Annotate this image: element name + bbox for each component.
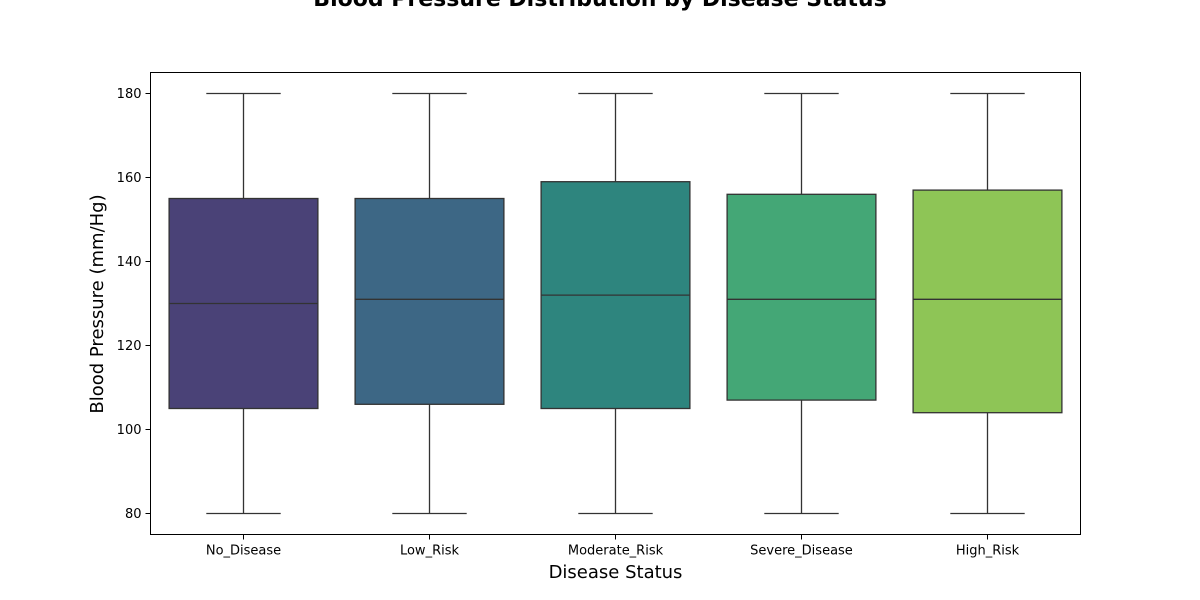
box-Moderate_Risk bbox=[540, 92, 691, 515]
y-tick-label: 180 bbox=[117, 87, 142, 102]
iqr-box bbox=[726, 193, 877, 401]
box-High_Risk bbox=[912, 92, 1063, 515]
y-axis-label: Blood Pressure (mm/Hg) bbox=[87, 194, 108, 413]
box-Severe_Disease bbox=[726, 92, 877, 515]
x-tick-label: Low_Risk bbox=[400, 544, 460, 559]
iqr-box bbox=[354, 197, 505, 405]
x-tick-label: Severe_Disease bbox=[750, 544, 853, 559]
y-axis: 80 100 120 140 160 180 bbox=[117, 87, 151, 522]
box-No_Disease bbox=[168, 92, 319, 515]
iqr-box bbox=[912, 189, 1063, 414]
y-tick-label: 100 bbox=[117, 423, 142, 438]
y-tick-label: 160 bbox=[117, 171, 142, 186]
y-tick-label: 140 bbox=[117, 255, 142, 270]
y-tick-label: 80 bbox=[125, 507, 142, 522]
x-axis-label: Disease Status bbox=[549, 562, 683, 583]
box-Low_Risk bbox=[354, 92, 505, 515]
chart-title: Blood Pressure Distribution by Disease S… bbox=[313, 0, 886, 12]
x-tick-label: No_Disease bbox=[206, 544, 281, 559]
x-axis: No_Disease Low_Risk Moderate_Risk Severe_Di… bbox=[206, 534, 1020, 559]
x-tick-label: High_Risk bbox=[956, 544, 1020, 559]
x-tick-label: Moderate_Risk bbox=[568, 544, 664, 559]
y-tick-label: 120 bbox=[117, 339, 142, 354]
plot-area bbox=[168, 92, 1063, 515]
